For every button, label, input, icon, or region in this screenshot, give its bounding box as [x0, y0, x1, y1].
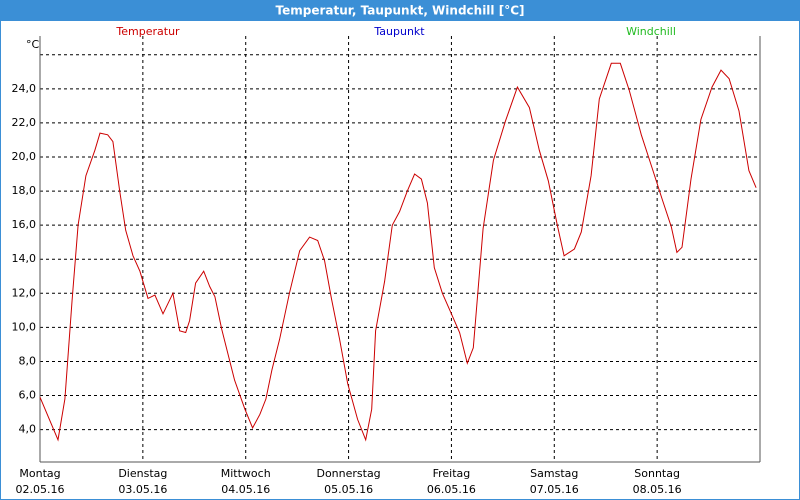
x-tick-date: 06.05.16	[427, 483, 476, 496]
y-tick-label: 14,0	[12, 252, 37, 265]
title-bar	[0, 0, 800, 20]
y-tick-label: 18,0	[12, 184, 37, 197]
x-tick-day: Samstag	[530, 467, 578, 480]
x-tick-date: 02.05.16	[16, 483, 65, 496]
x-tick-date: 03.05.16	[118, 483, 167, 496]
x-tick-day: Sonntag	[634, 467, 680, 480]
x-tick-day: Donnerstag	[316, 467, 380, 480]
legend-label: Taupunkt	[373, 25, 425, 38]
x-tick-day: Freitag	[433, 467, 471, 480]
legend-label: Temperatur	[115, 25, 180, 38]
series-line	[39, 62, 757, 442]
y-tick-label: 8,0	[19, 354, 37, 367]
y-tick-label: 4,0	[19, 423, 37, 436]
x-tick-day: Montag	[19, 467, 60, 480]
x-tick-date: 08.05.16	[633, 483, 682, 496]
y-unit: °C	[26, 38, 40, 51]
y-tick-label: 20,0	[12, 150, 37, 163]
x-tick-day: Dienstag	[118, 467, 167, 480]
x-tick-date: 04.05.16	[221, 483, 270, 496]
y-tick-label: 6,0	[19, 389, 37, 402]
y-tick-label: 24,0	[12, 82, 37, 95]
y-tick-label: 16,0	[12, 218, 37, 231]
window-border	[0, 20, 800, 500]
y-tick-label: 10,0	[12, 320, 37, 333]
y-tick-label: 12,0	[12, 286, 37, 299]
y-tick-label: 22,0	[12, 116, 37, 129]
x-tick-date: 05.05.16	[324, 483, 373, 496]
x-tick-date: 07.05.16	[530, 483, 579, 496]
x-tick-day: Mittwoch	[221, 467, 271, 480]
chart-title: Temperatur, Taupunkt, Windchill [°C]	[276, 4, 525, 18]
legend-label: Windchill	[626, 25, 676, 38]
